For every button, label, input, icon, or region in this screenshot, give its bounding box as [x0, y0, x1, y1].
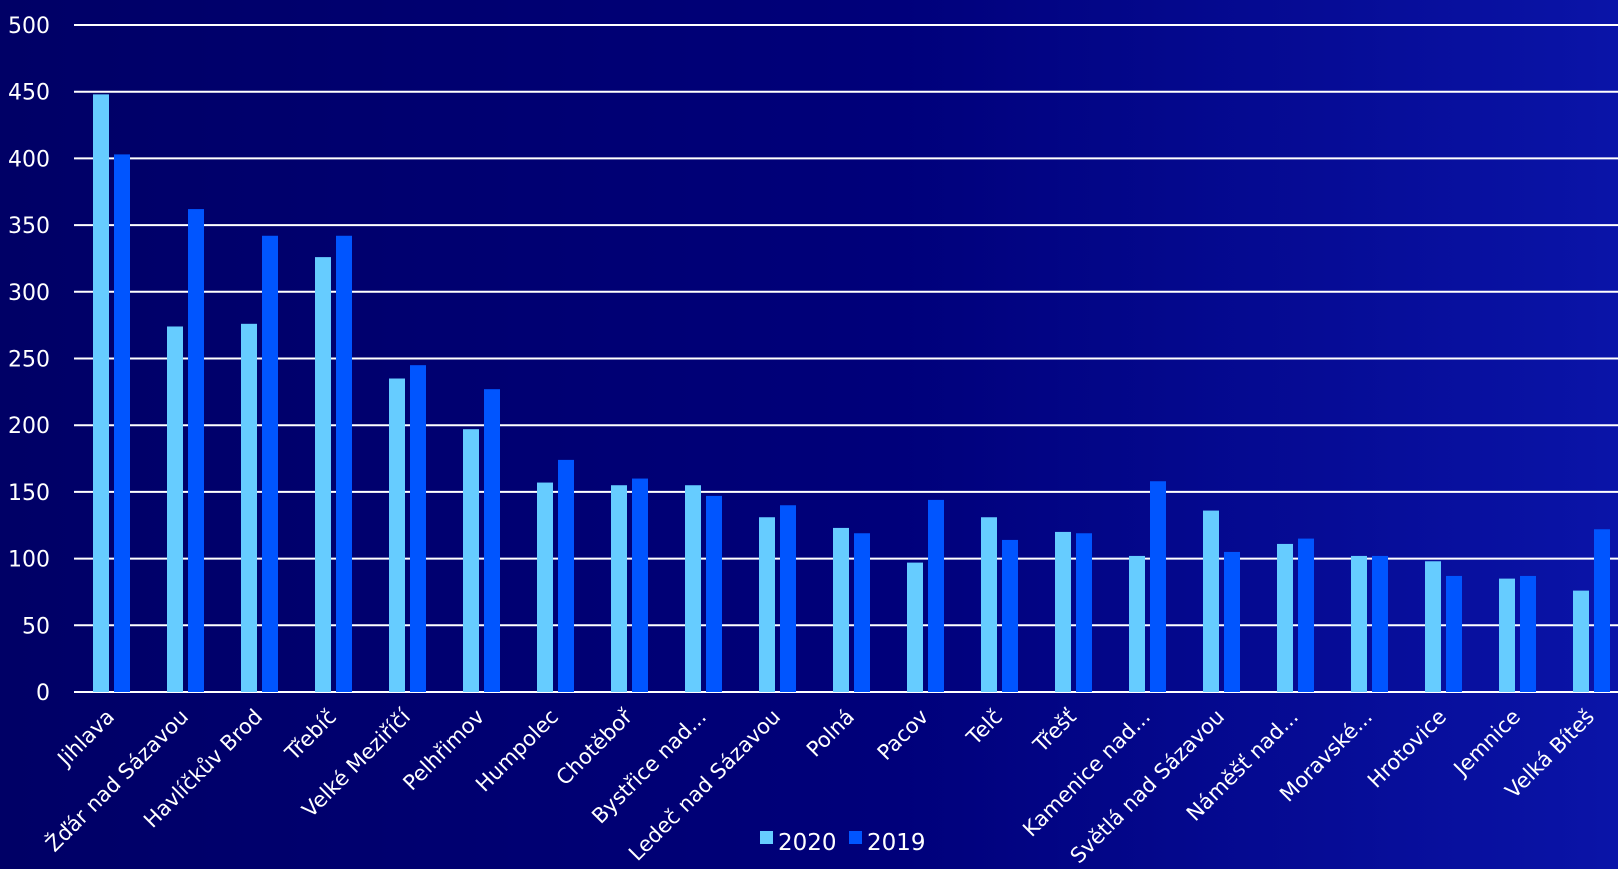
- bar-2019-0: [114, 154, 130, 692]
- bar-2019-7: [632, 478, 648, 692]
- bar-2020-3: [315, 257, 331, 692]
- y-axis-tick-labels: 0 50 100 150 200 250 300 350 400 450 500: [8, 14, 50, 706]
- bar-2019-2: [262, 235, 278, 692]
- bar-2019-1: [188, 209, 204, 693]
- bar-2020-2: [241, 323, 257, 692]
- x-category-label: Polná: [802, 705, 859, 762]
- bar-2020-20: [1573, 590, 1589, 692]
- y-tick-label: 350: [8, 214, 50, 239]
- legend-label-2020: 2020: [778, 830, 837, 856]
- gridlines: [74, 24, 1618, 693]
- bar-2019-16: [1298, 538, 1314, 692]
- bar-2020-17: [1351, 555, 1367, 692]
- bar-2020-13: [1055, 531, 1071, 692]
- x-category-label: Žďár nad Sázavou: [40, 704, 193, 857]
- y-tick-label: 100: [8, 548, 50, 573]
- bar-2020-6: [537, 482, 553, 692]
- y-tick-label: 300: [8, 281, 50, 306]
- bar-2020-9: [759, 517, 775, 692]
- bar-2020-14: [1129, 555, 1145, 692]
- bar-2019-11: [928, 499, 944, 692]
- x-category-label: Kamenice nad...: [1018, 705, 1155, 842]
- bar-2019-19: [1520, 575, 1536, 692]
- bar-2019-20: [1594, 529, 1610, 692]
- bars: [93, 94, 1610, 693]
- bar-2019-17: [1372, 555, 1388, 692]
- y-tick-label: 400: [8, 147, 50, 172]
- legend-swatch-2020: [760, 831, 773, 844]
- bar-2019-8: [706, 495, 722, 692]
- bar-2020-4: [389, 378, 405, 692]
- bar-2020-18: [1425, 561, 1441, 692]
- bar-2020-7: [611, 485, 627, 692]
- y-tick-label: 50: [22, 614, 50, 639]
- y-tick-label: 0: [36, 681, 50, 706]
- bar-2020-15: [1203, 510, 1219, 692]
- x-category-label: Hrotovice: [1363, 705, 1451, 793]
- bar-2020-12: [981, 517, 997, 692]
- bar-2019-18: [1446, 575, 1462, 692]
- bar-2020-0: [93, 94, 109, 693]
- bar-2020-1: [167, 326, 183, 692]
- legend-swatch-2019: [849, 831, 862, 844]
- x-category-label: Telč: [961, 705, 1007, 751]
- bar-2019-3: [336, 235, 352, 692]
- legend: 2020 2019: [760, 830, 926, 856]
- bar-2019-5: [484, 389, 500, 692]
- bar-2020-16: [1277, 543, 1293, 692]
- bar-2019-10: [854, 533, 870, 692]
- x-category-label: Pacov: [873, 705, 933, 765]
- bar-2020-10: [833, 527, 849, 692]
- bar-2019-14: [1150, 481, 1166, 692]
- bar-2020-11: [907, 562, 923, 692]
- bar-2019-15: [1224, 551, 1240, 692]
- y-tick-label: 500: [8, 14, 50, 39]
- x-category-label: Třešť: [1028, 705, 1081, 758]
- y-tick-label: 200: [8, 414, 50, 439]
- bar-2020-8: [685, 485, 701, 692]
- x-category-label: Jemnice: [1448, 705, 1525, 782]
- bar-2019-12: [1002, 539, 1018, 692]
- y-tick-label: 450: [8, 81, 50, 106]
- bar-2019-13: [1076, 533, 1092, 692]
- bar-2019-4: [410, 365, 426, 692]
- legend-label-2019: 2019: [867, 830, 926, 856]
- y-tick-label: 150: [8, 481, 50, 506]
- bar-2019-6: [558, 459, 574, 692]
- x-category-label: Třebíč: [280, 705, 341, 766]
- y-tick-label: 250: [8, 348, 50, 373]
- bar-2020-19: [1499, 578, 1515, 692]
- bar-2019-9: [780, 505, 796, 692]
- x-category-label: Jihlava: [52, 705, 119, 772]
- bar-2020-5: [463, 429, 479, 692]
